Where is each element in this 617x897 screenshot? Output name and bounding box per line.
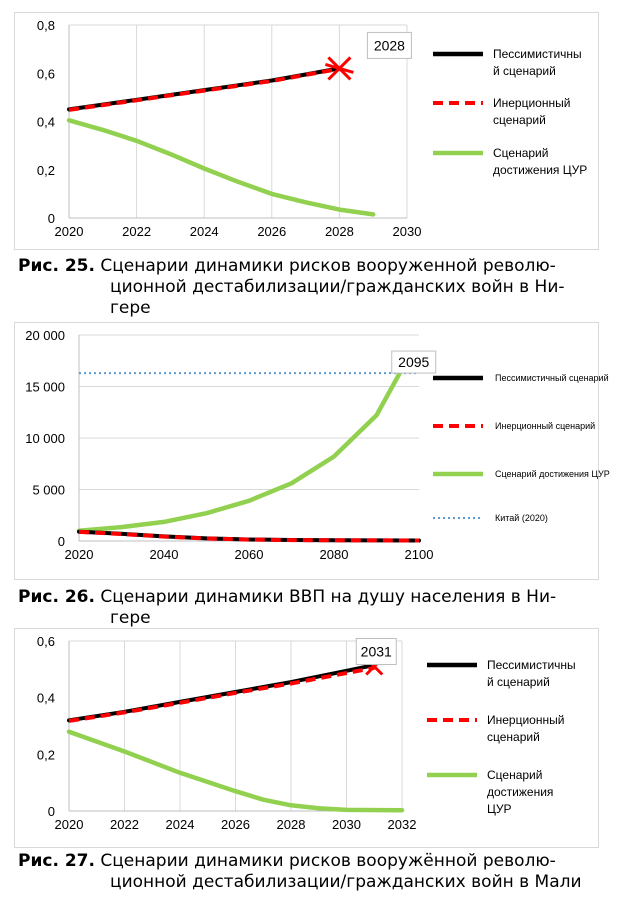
caption-26-line2: гере [110, 608, 151, 628]
chart-27: 2020 2022 2024 2026 2028 2030 2032 0 0,2 0,4 0,6 20… [37, 634, 576, 832]
legend-label-2: Инерционный [487, 713, 564, 727]
caption-26-line1: Сценарии динамики ВВП на душу населения … [100, 587, 557, 607]
x-tick-label: 2024 [190, 224, 219, 239]
x-tick-label: 2026 [257, 224, 286, 239]
chart-26-frame: 2020 2040 2060 2080 2100 0 5 000 10 000 15 000 20… [14, 322, 610, 580]
legend-label-4: Китай (2020) [495, 513, 548, 523]
annotation-label: 2031 [361, 644, 392, 660]
chart-27-frame: 2020 2022 2024 2026 2028 2030 2032 0 0,2 0,4 0,6 20… [14, 628, 599, 848]
y-tick-label: 5 000 [32, 483, 65, 498]
series-line-2 [78, 529, 420, 543]
annotation-label: 2028 [374, 37, 405, 53]
x-tick-label: 2024 [166, 817, 195, 832]
caption-27-line1: Сценарии динамики рисков вооружённой рев… [100, 851, 556, 871]
legend-label-3: Сценарий достижения ЦУР [495, 469, 610, 479]
y-tick-label: 15 000 [25, 380, 65, 395]
chart-26: 2020 2040 2060 2080 2100 0 5 000 10 000 15 000 20… [25, 328, 610, 562]
annotation-box [391, 350, 437, 374]
y-tick-label: 0 [58, 534, 65, 549]
legend-label-1: Пессимистичны [493, 47, 582, 61]
legend-label-2: сценарий [493, 113, 546, 127]
caption-27: Рис. 27. Сценарии динамики рисков вооруж… [18, 851, 598, 893]
x-tick-label: 2020 [55, 817, 84, 832]
annotation-marker [324, 56, 354, 81]
x-tick-label: 2028 [277, 817, 306, 832]
caption-26: Рис. 26. Сценарии динамики ВВП на душу н… [18, 587, 598, 629]
annotation-box [355, 638, 397, 665]
gridlines [68, 24, 408, 218]
caption-27-number: Рис. 27. [18, 851, 95, 871]
y-tick-label: 0,4 [37, 691, 55, 706]
legend-label-2: сценарий [487, 730, 540, 744]
x-tick-label: 2022 [110, 817, 139, 832]
legend-label-2: Инерционный сценарий [495, 421, 595, 431]
y-tick-label: 0,4 [37, 115, 55, 130]
annotation-marker-stroke [324, 62, 354, 74]
caption-25-line3: гере [110, 298, 151, 318]
y-tick-label: 0 [48, 804, 55, 819]
x-tick-label: 2030 [393, 224, 422, 239]
x-tick-label: 2080 [320, 547, 349, 562]
series-line-2 [68, 665, 375, 723]
x-tick-label: 2030 [332, 817, 361, 832]
y-tick-label: 0,8 [37, 18, 55, 33]
y-tick-label: 10 000 [25, 431, 65, 446]
legend-label-1: й сценарий [487, 675, 550, 689]
legend-label-1: Пессимистичный сценарий [495, 373, 609, 383]
series-line-3 [66, 118, 376, 217]
caption-25: Рис. 25. Сценарии динамики рисков вооруж… [18, 256, 598, 319]
legend-label-2: Инерционный [493, 96, 570, 110]
legend-label-3: Сценарий [487, 768, 542, 782]
chart-25-frame: 2020 2022 2024 2026 2028 2030 0 0,2 0,4 0,6 0,8 202… [14, 12, 599, 250]
x-tick-label: 2020 [65, 547, 94, 562]
legend-label-3: достижения [487, 785, 553, 799]
x-tick-label: 2028 [325, 224, 354, 239]
caption-25-line1: Сценарии динамики рисков вооруженной рев… [100, 256, 556, 276]
x-tick-label: 2060 [235, 547, 264, 562]
y-tick-label: 0 [48, 211, 55, 226]
x-tick-label: 2022 [122, 224, 151, 239]
legend-label-1: Пессимистичны [487, 658, 576, 672]
series-line-2 [68, 66, 340, 112]
series-line-3 [66, 729, 405, 813]
gridlines [79, 334, 419, 542]
y-tick-label: 0,6 [37, 66, 55, 81]
caption-27-line2: ционной дестабилизации/гражданских войн … [110, 872, 582, 892]
x-tick-label: 2032 [388, 817, 417, 832]
x-tick-label: 2100 [405, 547, 434, 562]
annotation-box [366, 31, 412, 59]
x-tick-label: 2026 [221, 817, 250, 832]
y-tick-label: 0,6 [37, 634, 55, 649]
chart-25: 2020 2022 2024 2026 2028 2030 0 0,2 0,4 0,6 0,8 202… [37, 18, 587, 239]
series-line-1 [67, 663, 377, 723]
legend-label-3: Сценарий [493, 146, 548, 160]
series-line-3 [76, 366, 405, 533]
y-tick-label: 0,2 [37, 747, 55, 762]
y-tick-label: 0,2 [37, 163, 55, 178]
legend-label-1: й сценарий [493, 64, 556, 78]
caption-25-number: Рис. 25. [18, 256, 95, 276]
y-tick-label: 20 000 [25, 328, 65, 343]
gridlines [68, 640, 403, 811]
x-tick-label: 2040 [150, 547, 179, 562]
x-tick-label: 2020 [55, 224, 84, 239]
legend-label-3: достижения ЦУР [493, 163, 587, 177]
caption-25-line2: ционной дестабилизации/гражданских войн … [110, 277, 565, 297]
caption-26-number: Рис. 26. [18, 587, 95, 607]
annotation-label: 2095 [398, 354, 429, 370]
legend-label-3: ЦУР [487, 802, 512, 816]
